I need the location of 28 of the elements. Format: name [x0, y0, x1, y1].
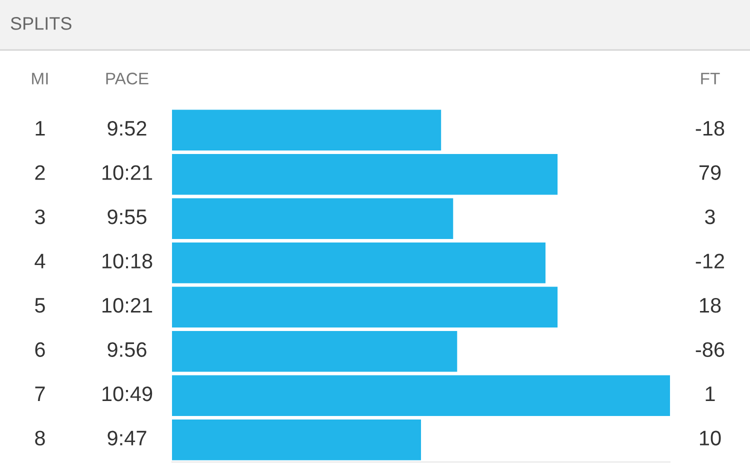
- y-tick-label: 1: [36, 121, 45, 136]
- text: 1: [706, 386, 715, 402]
- text: -86: [696, 342, 724, 357]
- data-label: 10:49: [102, 386, 152, 402]
- y-tick-label: 4: [34, 254, 46, 268]
- text: -12: [696, 254, 724, 268]
- y-tick-label: 2: [35, 165, 45, 180]
- chart-title: SPLITS: [10, 17, 72, 30]
- y-tick-label: 6: [35, 342, 45, 357]
- text: 10: [700, 430, 721, 446]
- data-label: 10:21: [102, 165, 152, 180]
- data-label: 9:55: [108, 209, 146, 224]
- y-tick-label: 8: [35, 430, 45, 446]
- data-label: 9:52: [108, 120, 146, 136]
- data-label: 9:47: [108, 430, 146, 446]
- data-label: 10:18: [102, 254, 152, 268]
- y-tick-label: 5: [35, 298, 45, 313]
- text: FT: [701, 72, 720, 84]
- text: 3: [705, 209, 715, 224]
- text: 79: [699, 165, 721, 180]
- data-label: 10:21: [102, 298, 152, 313]
- text: -18: [696, 120, 724, 136]
- y-tick-label: 7: [35, 386, 45, 402]
- y-tick-label: 3: [35, 209, 45, 224]
- text: 18: [700, 298, 721, 313]
- text: MI: [32, 72, 48, 84]
- data-label: 9:56: [108, 342, 146, 357]
- text: PACE: [106, 72, 148, 84]
